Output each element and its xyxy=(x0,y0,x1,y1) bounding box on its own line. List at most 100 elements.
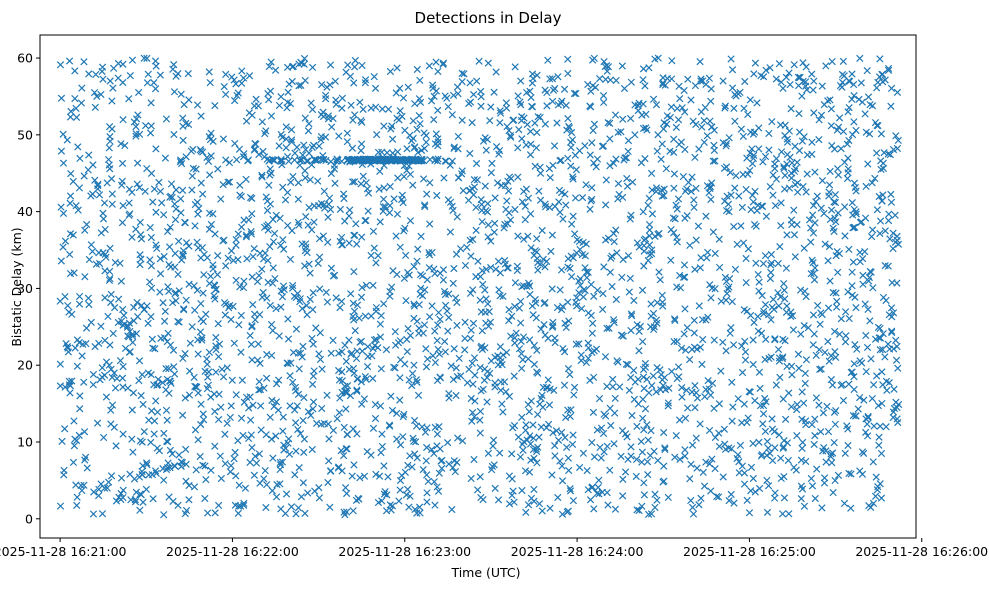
data-point-marker xyxy=(115,493,123,501)
data-point-marker xyxy=(863,432,872,440)
data-point-marker xyxy=(832,353,840,361)
data-point-marker xyxy=(390,363,398,371)
data-point-marker xyxy=(165,287,173,296)
data-point-marker xyxy=(326,503,334,511)
data-point-marker xyxy=(762,335,770,343)
data-point-marker xyxy=(499,351,507,359)
data-point-marker xyxy=(641,359,650,368)
data-point-marker xyxy=(168,450,176,458)
data-point-marker xyxy=(609,375,617,384)
data-point-marker xyxy=(847,470,855,478)
data-point-marker xyxy=(147,262,156,270)
data-point-marker xyxy=(705,426,714,435)
data-point-marker xyxy=(588,438,596,447)
data-point-marker xyxy=(590,120,599,128)
data-point-marker xyxy=(894,364,902,372)
data-point-marker xyxy=(84,166,92,174)
data-point-marker xyxy=(600,263,608,271)
data-point-marker xyxy=(207,272,215,280)
data-point-marker xyxy=(168,193,176,201)
data-point-marker xyxy=(698,360,706,369)
data-point-marker xyxy=(777,222,785,230)
data-point-marker xyxy=(449,91,458,99)
data-point-marker xyxy=(63,136,71,144)
data-point-marker xyxy=(570,383,579,392)
data-point-marker xyxy=(413,454,421,462)
data-point-marker xyxy=(213,271,222,279)
data-point-marker xyxy=(762,66,770,74)
data-point-marker xyxy=(808,138,816,146)
data-point-marker xyxy=(411,505,419,514)
data-point-marker xyxy=(116,259,124,267)
data-point-marker xyxy=(304,489,312,497)
data-point-marker xyxy=(828,141,836,150)
data-point-marker xyxy=(802,188,810,196)
data-point-marker xyxy=(843,140,851,148)
data-point-marker xyxy=(56,382,64,390)
data-point-marker xyxy=(761,427,770,436)
data-point-marker xyxy=(771,160,779,168)
data-point-marker xyxy=(622,360,630,368)
data-point-marker xyxy=(531,162,539,170)
data-point-marker xyxy=(815,346,823,354)
data-point-marker xyxy=(389,149,397,157)
data-point-marker xyxy=(791,253,799,261)
data-point-marker xyxy=(766,64,774,72)
data-point-marker xyxy=(104,155,113,164)
data-point-marker xyxy=(579,238,587,247)
data-point-marker xyxy=(291,406,299,414)
data-point-marker xyxy=(133,298,141,307)
data-point-marker xyxy=(434,67,442,76)
data-point-marker xyxy=(118,218,127,227)
data-point-marker xyxy=(632,455,641,464)
data-point-marker xyxy=(864,93,873,101)
data-point-marker xyxy=(448,202,456,211)
data-point-marker xyxy=(308,105,317,114)
data-point-marker xyxy=(722,277,731,286)
data-point-marker xyxy=(149,198,157,206)
data-point-marker xyxy=(118,177,126,185)
data-point-marker xyxy=(291,149,299,157)
data-point-marker xyxy=(813,192,821,200)
data-point-marker xyxy=(215,501,223,510)
data-point-marker xyxy=(431,501,439,509)
data-point-marker xyxy=(423,190,431,198)
data-point-marker xyxy=(160,211,168,219)
data-point-marker xyxy=(375,185,383,193)
data-point-marker xyxy=(625,288,633,296)
data-point-marker xyxy=(248,273,256,281)
data-point-marker xyxy=(873,121,881,130)
data-point-marker xyxy=(529,445,538,454)
data-point-marker xyxy=(294,390,303,399)
data-point-marker xyxy=(725,208,733,216)
data-point-marker xyxy=(643,458,652,466)
data-point-marker xyxy=(619,193,627,202)
data-point-marker xyxy=(640,247,648,255)
data-point-marker xyxy=(71,67,79,75)
data-point-marker xyxy=(198,334,206,342)
data-point-marker xyxy=(825,242,834,251)
data-point-marker xyxy=(282,144,290,152)
data-point-marker xyxy=(165,365,173,373)
data-point-marker xyxy=(338,94,347,102)
data-point-marker xyxy=(362,179,370,187)
data-point-marker xyxy=(91,103,99,111)
data-point-marker xyxy=(352,220,360,228)
data-point-marker xyxy=(586,205,594,213)
data-point-marker xyxy=(706,281,714,289)
data-point-marker xyxy=(396,396,404,404)
data-point-marker xyxy=(556,457,564,465)
data-point-marker xyxy=(470,191,478,199)
data-point-marker xyxy=(689,117,697,125)
data-point-marker xyxy=(658,291,666,300)
data-point-marker xyxy=(753,207,761,215)
data-point-marker xyxy=(722,140,731,148)
data-point-marker xyxy=(671,316,679,325)
data-point-marker xyxy=(473,176,482,184)
data-point-marker xyxy=(192,466,200,474)
data-point-marker xyxy=(750,70,758,78)
data-point-marker xyxy=(856,54,864,63)
data-point-marker xyxy=(402,296,410,305)
data-point-marker xyxy=(586,496,595,504)
data-point-marker xyxy=(143,79,152,87)
